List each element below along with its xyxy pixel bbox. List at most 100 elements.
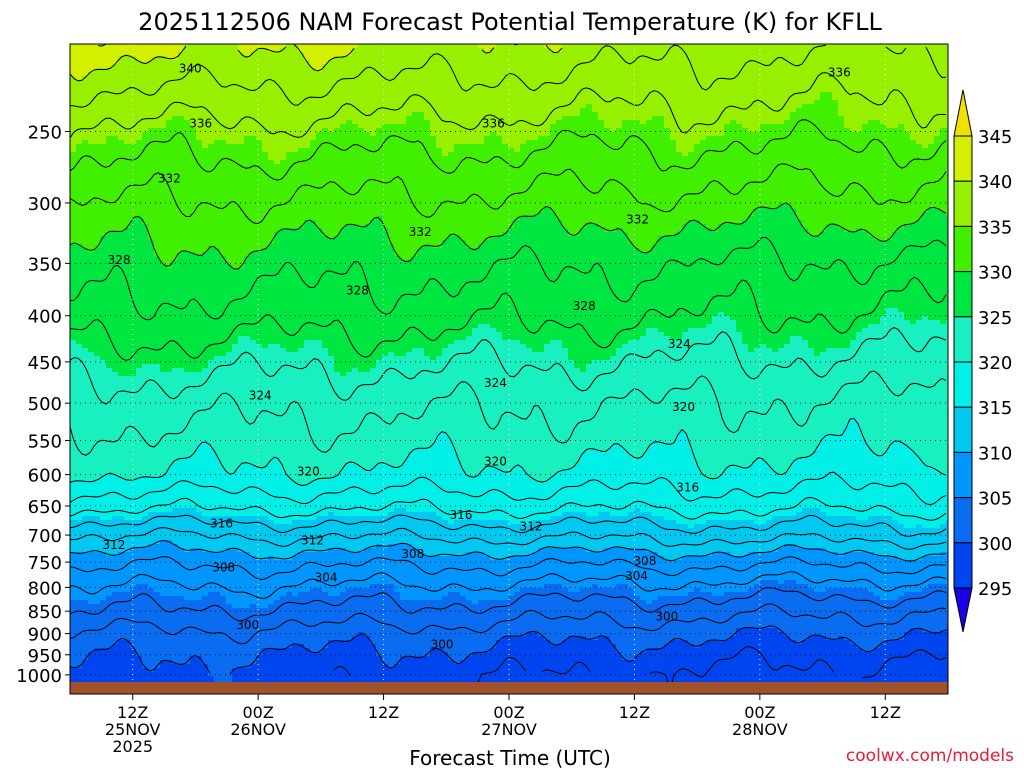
- field-cell: [148, 240, 155, 365]
- field-cell: [172, 544, 179, 597]
- field-cell: [622, 548, 629, 585]
- field-cell: [244, 552, 251, 609]
- field-cell: [844, 348, 851, 425]
- contour-label: 332: [158, 172, 181, 186]
- y-tick-label: 700: [28, 526, 62, 547]
- field-cell: [532, 520, 539, 553]
- field-cell: [364, 472, 371, 517]
- field-cell: [712, 136, 719, 233]
- field-cell: [616, 516, 623, 549]
- field-cell: [256, 44, 263, 49]
- contour-label: 328: [346, 283, 369, 297]
- field-cell: [700, 140, 707, 225]
- field-cell: [196, 548, 203, 601]
- field-cell: [640, 252, 647, 337]
- field-cell: [604, 232, 611, 361]
- field-cell: [226, 144, 233, 265]
- field-cell: [232, 472, 239, 517]
- field-cell: [460, 556, 467, 597]
- field-cell: [262, 560, 269, 609]
- field-cell: [154, 44, 161, 57]
- field-cell: [148, 512, 155, 545]
- field-cell: [928, 320, 935, 469]
- field-cell: [676, 524, 683, 561]
- colorbar-under-triangle: [953, 587, 973, 633]
- field-cell: [754, 208, 761, 349]
- field-cell: [346, 516, 353, 553]
- field-cell: [808, 456, 815, 509]
- field-cell: [328, 60, 335, 133]
- field-cell: [670, 596, 677, 641]
- isotherm-336: [69, 72, 947, 139]
- field-cell: [106, 232, 113, 369]
- field-cell: [256, 48, 263, 141]
- field-cell: [442, 156, 449, 241]
- field-cell: [202, 552, 209, 597]
- field-cell: [424, 556, 431, 601]
- field-cell: [646, 648, 653, 694]
- field-cell: [586, 516, 593, 553]
- field-cell: [196, 372, 203, 445]
- field-cell: [850, 552, 857, 589]
- field-cell: [382, 516, 389, 549]
- field-cell: [304, 552, 311, 593]
- field-cell: [322, 480, 329, 517]
- colorbar-box: [953, 497, 973, 544]
- field-cell: [814, 356, 821, 449]
- colorbar-box: [953, 451, 973, 499]
- field-cell: [526, 140, 533, 217]
- field-cell: [886, 308, 893, 449]
- field-cell: [94, 144, 101, 249]
- field-cell: [166, 512, 173, 541]
- field-cell: [394, 256, 401, 357]
- field-cell: [586, 364, 593, 449]
- field-cell: [76, 668, 83, 694]
- isotherm-332: [69, 163, 947, 225]
- field-cell: [532, 588, 539, 633]
- field-cell: [424, 600, 431, 657]
- field-cell: [940, 128, 947, 213]
- isotherm-302: [69, 603, 947, 645]
- field-cell: [772, 552, 779, 581]
- field-cell: [352, 636, 359, 694]
- field-cell: [106, 368, 113, 473]
- field-cell: [160, 372, 167, 477]
- field-cell: [316, 516, 323, 553]
- field-cell: [388, 668, 395, 694]
- field-cell: [124, 592, 131, 641]
- field-cell: [328, 596, 335, 641]
- field-cell: [130, 648, 137, 694]
- field-cell: [580, 548, 587, 589]
- field-cell: [736, 628, 743, 694]
- field-cell: [784, 544, 791, 581]
- field-cell: [868, 120, 875, 237]
- field-cell: [934, 44, 941, 137]
- field-cell: [448, 344, 455, 441]
- field-cell: [514, 524, 521, 557]
- field-cell: [478, 324, 485, 473]
- field-cell: [334, 372, 341, 477]
- field-cell: [244, 464, 251, 517]
- field-cell: [940, 552, 947, 585]
- field-cell: [934, 320, 941, 473]
- field-cell: [586, 588, 593, 641]
- field-cell: [484, 468, 491, 521]
- field-cell: [784, 120, 791, 205]
- field-cell: [562, 588, 569, 641]
- contour-label: 316: [676, 480, 699, 494]
- field-cell: [88, 72, 95, 145]
- field-cell: [430, 136, 437, 249]
- field-cell: [634, 460, 641, 509]
- field-cell: [514, 220, 521, 341]
- field-cell: [598, 512, 605, 553]
- field-cell: [172, 596, 179, 665]
- field-cell: [478, 472, 485, 521]
- field-cell: [328, 240, 335, 357]
- field-cell: [634, 248, 641, 341]
- field-cell: [640, 652, 647, 694]
- field-cell: [856, 552, 863, 589]
- field-cell: [940, 324, 947, 477]
- field-cell: [682, 432, 689, 525]
- field-cell: [856, 44, 863, 133]
- isotherm-334: [69, 119, 947, 181]
